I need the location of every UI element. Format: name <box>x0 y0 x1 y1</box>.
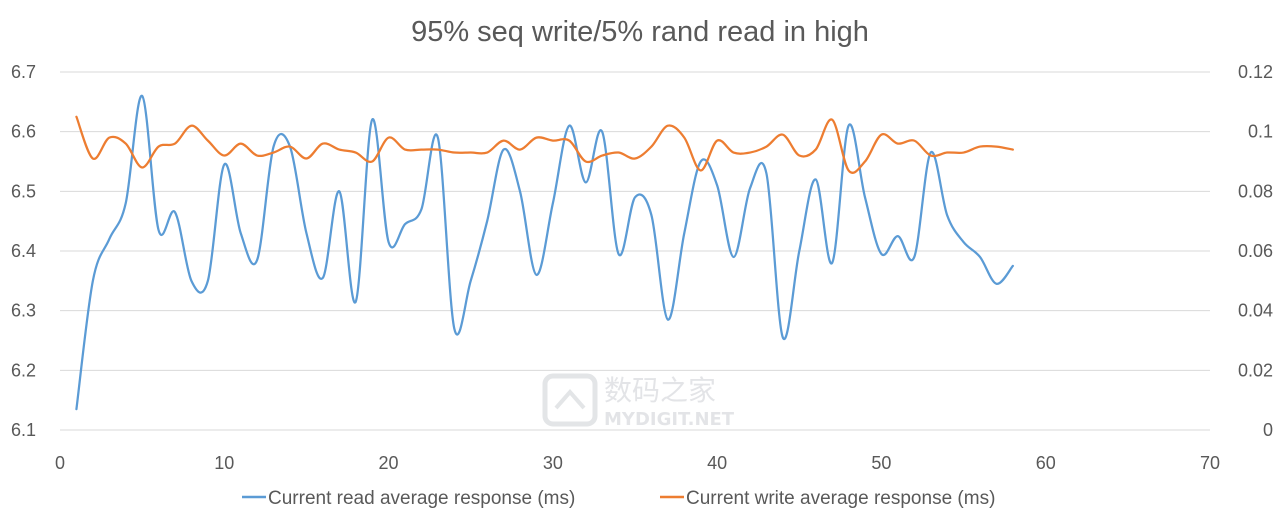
y-left-tick-label: 6.1 <box>11 420 36 440</box>
x-axis-ticks: 0 10 20 30 40 50 60 70 <box>55 453 1220 473</box>
x-tick-label: 40 <box>707 453 727 473</box>
right-axis-ticks: 0 0.02 0.04 0.06 0.08 0.1 0.12 <box>1238 62 1273 440</box>
y-right-tick-label: 0.04 <box>1238 301 1273 321</box>
x-tick-label: 60 <box>1036 453 1056 473</box>
y-left-tick-label: 6.7 <box>11 62 36 82</box>
series-line-write <box>75 115 1014 174</box>
legend: Current read average response (ms) Curre… <box>242 488 995 509</box>
y-left-tick-label: 6.6 <box>11 122 36 142</box>
x-tick-label: 10 <box>214 453 234 473</box>
legend-label-write: Current write average response (ms) <box>686 488 995 509</box>
y-left-tick-label: 6.3 <box>11 301 36 321</box>
series-group <box>75 94 1014 411</box>
y-right-tick-label: 0.02 <box>1238 360 1273 380</box>
x-tick-label: 0 <box>55 453 65 473</box>
left-axis-ticks: 6.1 6.2 6.3 6.4 6.5 6.6 6.7 <box>11 62 36 440</box>
y-right-tick-label: 0.06 <box>1238 241 1273 261</box>
gridlines <box>60 71 1210 431</box>
y-right-tick-label: 0.08 <box>1238 181 1273 201</box>
y-right-tick-label: 0 <box>1263 420 1273 440</box>
x-tick-label: 70 <box>1200 453 1220 473</box>
y-right-tick-label: 0.1 <box>1248 122 1273 142</box>
x-tick-label: 20 <box>379 453 399 473</box>
y-left-tick-label: 6.4 <box>11 241 36 261</box>
x-tick-label: 30 <box>543 453 563 473</box>
series-line-read <box>75 94 1014 411</box>
watermark-logo-house-icon <box>554 388 586 410</box>
y-left-tick-label: 6.5 <box>11 181 36 201</box>
chart-title: 95% seq write/5% rand read in high <box>411 16 869 48</box>
watermark-logo-icon <box>542 373 598 427</box>
x-tick-label: 50 <box>871 453 891 473</box>
watermark: 数码之家 MYDIGIT.NET <box>542 373 735 430</box>
legend-label-read: Current read average response (ms) <box>268 488 575 509</box>
watermark-en: MYDIGIT.NET <box>604 409 735 430</box>
y-left-tick-label: 6.2 <box>11 360 36 380</box>
watermark-cn: 数码之家 <box>604 374 716 407</box>
y-right-tick-label: 0.12 <box>1238 62 1273 82</box>
